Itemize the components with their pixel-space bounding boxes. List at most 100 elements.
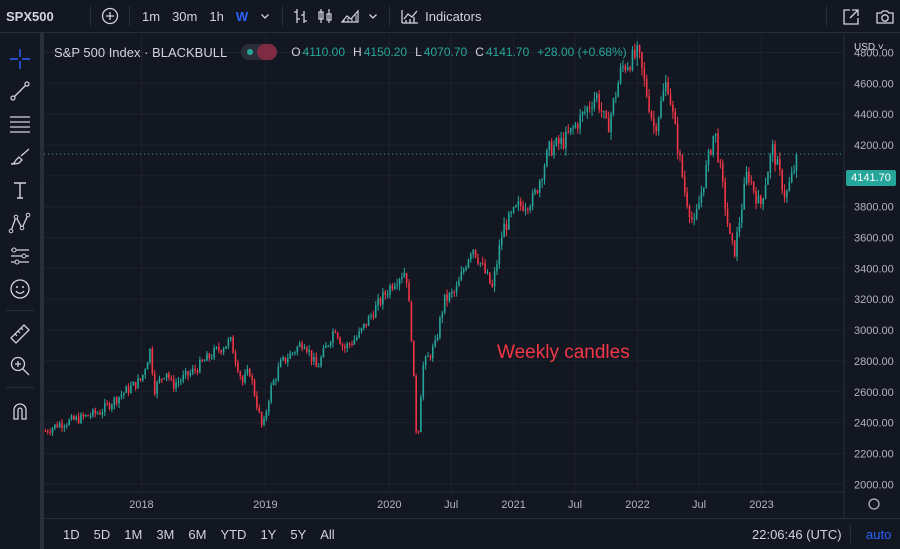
- utc-clock[interactable]: 22:06:46 (UTC): [752, 526, 842, 542]
- candle-body: [714, 133, 717, 136]
- candle-body: [182, 374, 185, 381]
- range-ytd[interactable]: YTD: [220, 526, 247, 542]
- candle-body: [453, 292, 455, 294]
- candle-body: [774, 144, 776, 165]
- candle-body: [289, 353, 291, 359]
- crosshair-tool-button[interactable]: [6, 45, 34, 73]
- candle-body: [294, 352, 296, 354]
- candle-body: [291, 352, 294, 354]
- candle-body: [757, 195, 760, 204]
- brush-tool-button[interactable]: [6, 143, 34, 171]
- candle-body: [177, 381, 180, 383]
- candle-body: [538, 180, 541, 193]
- low-key: L: [415, 45, 422, 59]
- candle-body: [334, 331, 337, 333]
- range-5y[interactable]: 5Y: [290, 526, 307, 542]
- range-1y[interactable]: 1Y: [260, 526, 277, 542]
- y-tick-label: 4400.00: [854, 109, 894, 121]
- candle-body: [662, 91, 665, 101]
- candle-body: [65, 424, 68, 427]
- range-1d[interactable]: 1D: [63, 526, 80, 542]
- auto-scale-button[interactable]: auto: [866, 526, 892, 542]
- area-style-button[interactable]: [337, 0, 363, 33]
- y-tick-label: 2400.00: [854, 418, 894, 430]
- candle-body: [113, 397, 116, 406]
- candle-body: [548, 141, 551, 150]
- candle-body: [218, 347, 220, 351]
- x-tick-label: 2022: [625, 499, 649, 511]
- range-1m[interactable]: 1M: [124, 526, 143, 542]
- top-toolbar: SPX500 1m 30m 1h W Indicators: [0, 0, 900, 33]
- text-tool-button[interactable]: [6, 176, 34, 204]
- chart-type-dropdown-button[interactable]: [363, 0, 383, 33]
- candle-body: [584, 111, 586, 113]
- candle-body: [163, 378, 166, 380]
- magnet-tool-button[interactable]: [6, 397, 34, 425]
- fib-tool-button[interactable]: [6, 110, 34, 138]
- candle-body: [729, 223, 731, 234]
- price-chart[interactable]: 2000.00 2200.00 2400.00 2600.00 2800.00 3000.…: [44, 34, 900, 518]
- candle-body: [367, 316, 370, 326]
- candle-body: [707, 150, 710, 165]
- candle-body: [712, 135, 715, 155]
- candle-body: [748, 171, 750, 182]
- screenshot-button[interactable]: [873, 0, 897, 33]
- range-3m[interactable]: 3M: [156, 526, 175, 542]
- candle-style-button[interactable]: [313, 0, 337, 33]
- candle-body: [46, 431, 49, 433]
- candle-body: [75, 416, 78, 420]
- candle-body: [710, 150, 712, 155]
- candle-body: [111, 405, 113, 409]
- candle-body: [527, 208, 529, 210]
- sidebar-divider: [6, 310, 34, 311]
- range-6m[interactable]: 6M: [188, 526, 207, 542]
- candle-body: [127, 386, 130, 393]
- timeframe-1h[interactable]: 1h: [209, 8, 224, 24]
- timeframe-1m[interactable]: 1m: [142, 8, 161, 24]
- candle-body: [465, 267, 467, 270]
- currency-selector[interactable]: USD ˅: [854, 42, 884, 53]
- trend-line-tool-button[interactable]: [6, 77, 34, 105]
- forecast-tool-button[interactable]: [6, 242, 34, 270]
- candle-body: [267, 401, 270, 412]
- candle-body: [82, 414, 85, 417]
- candle-body: [44, 431, 47, 433]
- candle-body: [63, 426, 66, 428]
- candle-body: [365, 323, 368, 326]
- candle-body: [679, 152, 681, 156]
- timeframe-dropdown-button[interactable]: [254, 0, 276, 33]
- open-value: 4110.00: [302, 45, 346, 59]
- fullscreen-button[interactable]: [839, 0, 863, 33]
- range-5d[interactable]: 5D: [93, 526, 111, 542]
- candle-body: [130, 385, 132, 393]
- measure-tool-button[interactable]: [6, 319, 34, 347]
- candle-body: [161, 378, 163, 380]
- indicators-button[interactable]: Indicators: [396, 0, 485, 33]
- timeframe-w[interactable]: W: [235, 8, 249, 24]
- candle-body: [184, 371, 187, 375]
- candle-body: [420, 396, 422, 433]
- candle-body: [546, 149, 548, 167]
- emoji-tool-button[interactable]: [6, 275, 34, 303]
- candle-body: [363, 323, 365, 328]
- symbol-search-button[interactable]: SPX500: [0, 0, 84, 33]
- candle-body: [139, 378, 142, 381]
- bar-style-button[interactable]: [289, 0, 313, 33]
- range-all[interactable]: All: [320, 526, 335, 542]
- candle-body: [313, 357, 315, 362]
- candle-body: [68, 419, 70, 425]
- x-tick-label: 2023: [749, 499, 773, 511]
- candle-body: [84, 414, 87, 417]
- visibility-toggle[interactable]: [241, 44, 278, 60]
- x-tick-label: 2021: [501, 499, 525, 511]
- candle-body: [629, 67, 631, 70]
- timeframe-30m[interactable]: 30m: [172, 8, 198, 24]
- zoom-tool-button[interactable]: [6, 352, 34, 380]
- candle-body: [515, 205, 517, 208]
- add-symbol-button[interactable]: [97, 0, 123, 33]
- candle-body: [591, 108, 593, 110]
- candle-body: [650, 111, 653, 119]
- pattern-tool-button[interactable]: [6, 209, 34, 237]
- candle-body: [579, 115, 581, 129]
- candle-body: [89, 415, 92, 417]
